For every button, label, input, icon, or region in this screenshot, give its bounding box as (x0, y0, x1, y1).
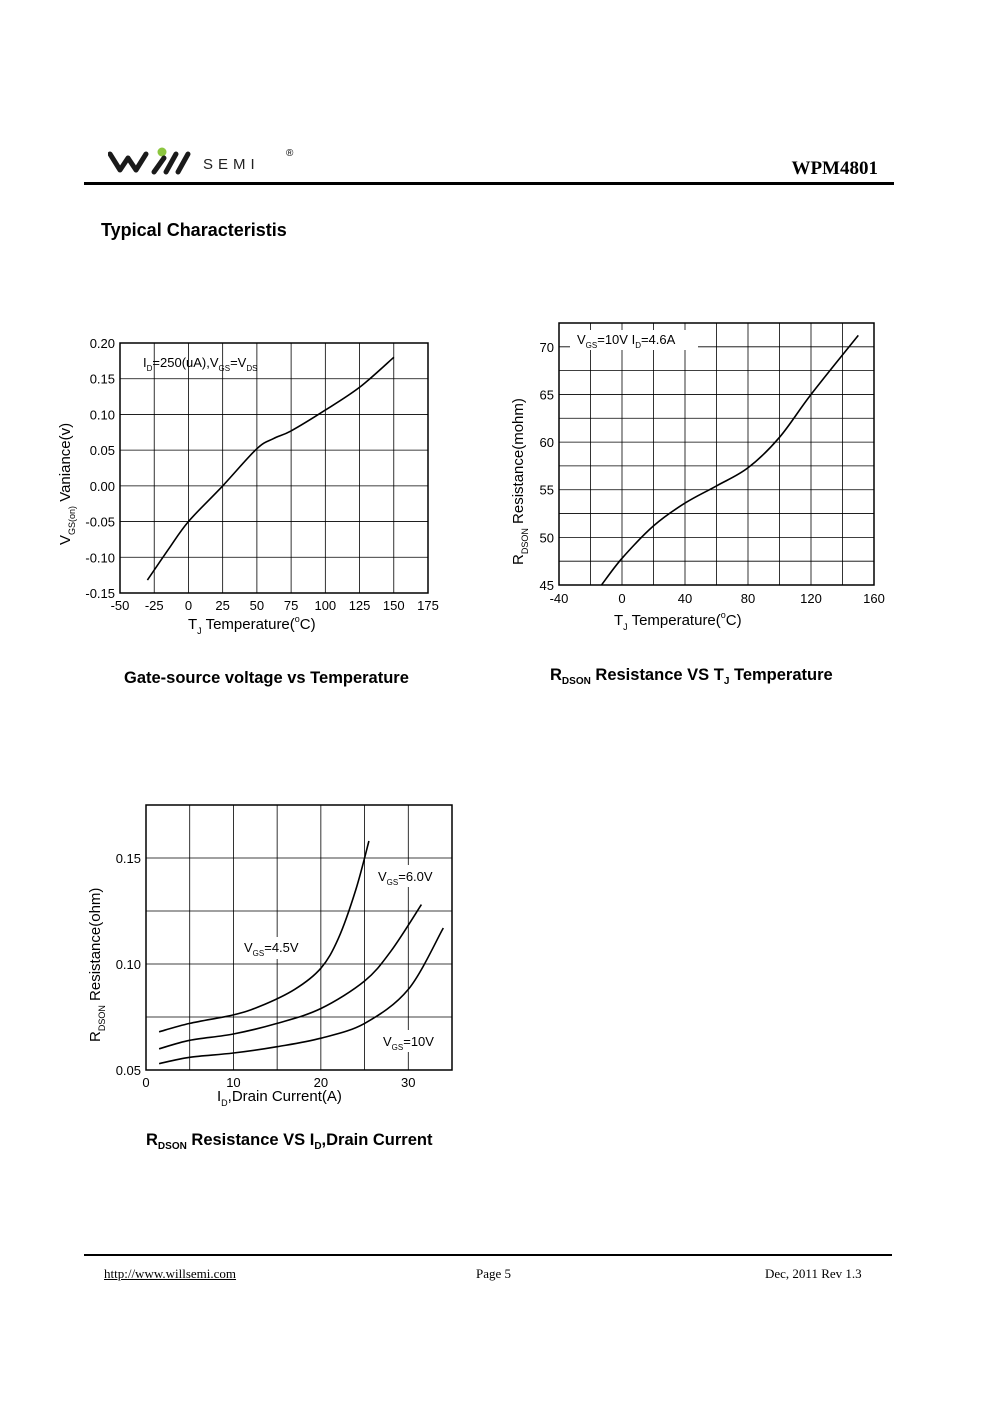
chart-gate-source-voltage: -50 -25 0 25 50 75 100 125 150 175 0.20 0.15 0.10 0.… (57, 336, 439, 636)
chart3-xlabel: ID,Drain Current(A) (217, 1088, 342, 1108)
c1-ytick-label: -0.05 (85, 515, 115, 530)
c1-xtick-label: -50 (111, 598, 130, 613)
chart3-label-bg-3 (377, 1030, 445, 1052)
c2-xtick-label: 40 (678, 591, 692, 606)
c2-ytick-label: 45 (540, 578, 554, 593)
c3-xtick-label: 10 (226, 1075, 240, 1090)
c2-ytick-label: 55 (540, 483, 554, 498)
chart1-xlabel: TJ Temperature(oC) (188, 614, 316, 636)
c2-ytick-label: 65 (540, 387, 554, 402)
c1-ytick-label: -0.15 (85, 586, 115, 601)
chart2-ylabel: RDSON Resistance(mohm) (510, 398, 530, 565)
chart3-label-vgs45: VGS=4.5V (244, 940, 299, 958)
chart3-caption: RDSON Resistance VS ID,Drain Current (146, 1131, 433, 1152)
chart3-series-vgs-10v (158, 927, 444, 1065)
chart3-ylabel: RDSON Resistance(ohm) (87, 888, 107, 1042)
c1-xtick-label: 75 (284, 598, 298, 613)
c1-xtick-label: 100 (314, 598, 336, 613)
c3-ytick-label: 0.05 (116, 1063, 141, 1078)
website-link[interactable]: http://www.willsemi.com (104, 1266, 237, 1281)
c2-ytick-label: 50 (540, 530, 554, 545)
c3-xtick-label: 20 (314, 1075, 328, 1090)
c1-xtick-label: 25 (215, 598, 229, 613)
c1-ytick-label: -0.10 (85, 550, 115, 565)
chart2-series-line (600, 334, 859, 586)
company-logo: SEMI ® (107, 146, 308, 176)
c2-ytick-label: 70 (540, 340, 554, 355)
page-number: Page 5 (476, 1266, 512, 1281)
c3-xtick-label: 0 (142, 1075, 149, 1090)
part-number: WPM4801 (791, 158, 878, 179)
chart3-label-bg-1 (372, 865, 444, 887)
footer-divider (84, 1254, 892, 1256)
c2-xtick-label: 120 (800, 591, 822, 606)
chart2-annotation: VGS=10V ID=4.6A (577, 332, 676, 350)
c1-xtick-label: -25 (145, 598, 164, 613)
c1-ytick-label: 0.05 (90, 443, 115, 458)
c2-xtick-label: 0 (618, 591, 625, 606)
c2-xtick-label: -40 (550, 591, 569, 606)
chart1-caption: Gate-source voltage vs Temperature (124, 669, 409, 687)
chart3-label-vgs10: VGS=10V (383, 1034, 434, 1052)
chart1-ylabel: VGS(on) Vaniance(v) (57, 423, 77, 545)
chart-rdson-vs-temperature: -40 0 40 80 120 160 45 50 55 60 65 70 VGS=10V ID=4… (510, 322, 885, 632)
logo-text: SEMI (203, 156, 260, 173)
chart3-series-vgs-6v (158, 904, 423, 1050)
c1-xtick-label: 50 (250, 598, 264, 613)
header-divider (84, 182, 894, 185)
chart-rdson-vs-drain-current: 0 10 20 30 0.05 0.10 0.15 VGS=6.0V VGS=4.5V V… (87, 804, 453, 1108)
c1-ytick-label: 0.00 (90, 479, 115, 494)
chart3-series-vgs-4.5v (158, 840, 370, 1033)
c1-xtick-label: 125 (349, 598, 371, 613)
chart3-label-vgs6: VGS=6.0V (378, 869, 433, 887)
chart1-series-line (146, 356, 395, 581)
c1-xtick-label: 150 (383, 598, 405, 613)
section-title: Typical Characteristis (101, 220, 287, 240)
chart1-annotation: ID=250(uA),VGS=VDS (143, 355, 257, 373)
chart3-label-bg-2 (238, 937, 310, 959)
logo-mark-icon (107, 147, 191, 175)
chart2-xlabel: TJ Temperature(oC) (614, 610, 742, 632)
c1-xtick-label: 0 (185, 598, 192, 613)
revision-date: Dec, 2011 Rev 1.3 (765, 1266, 862, 1281)
chart2-annotation-bg (570, 330, 698, 350)
chart3-frame (145, 804, 453, 1071)
chart1-frame (119, 342, 429, 594)
c1-ytick-label: 0.10 (90, 407, 115, 422)
c2-xtick-label: 80 (741, 591, 755, 606)
c2-ytick-label: 60 (540, 435, 554, 450)
chart2-caption: RDSON Resistance VS TJ Temperature (550, 666, 833, 687)
footer-url[interactable]: http://www.willsemi.com (104, 1266, 236, 1282)
c3-ytick-label: 0.10 (116, 957, 141, 972)
registered-mark: ® (286, 148, 294, 159)
c2-xtick-label: 160 (863, 591, 885, 606)
c1-ytick-label: 0.20 (90, 336, 115, 351)
c3-ytick-label: 0.15 (116, 851, 141, 866)
c1-ytick-label: 0.15 (90, 372, 115, 387)
c1-xtick-label: 175 (417, 598, 439, 613)
c3-xtick-label: 30 (401, 1075, 415, 1090)
